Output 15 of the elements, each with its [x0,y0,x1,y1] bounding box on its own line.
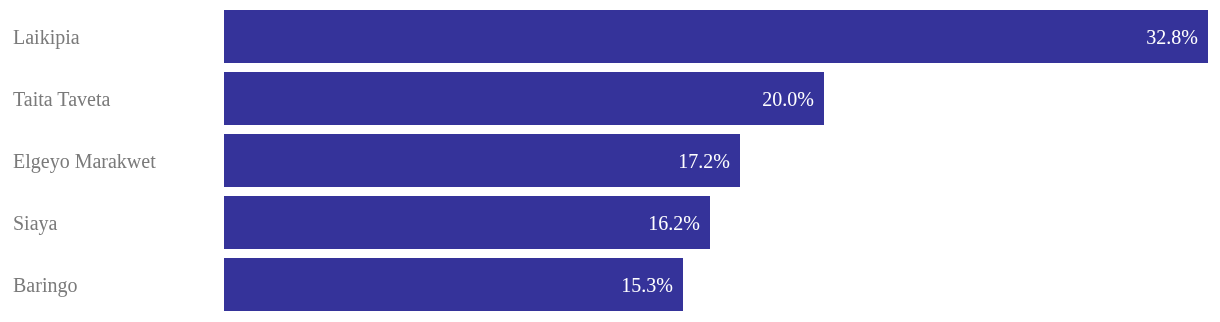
data-label: 32.8% [1146,25,1198,48]
bar [224,10,1208,63]
data-label: 20.0% [762,87,814,110]
bar [224,258,683,311]
y-tick-label: Laikipia [13,25,80,49]
bar [224,134,740,187]
data-label: 16.2% [648,211,700,234]
y-tick-label: Baringo [13,273,78,297]
data-label: 15.3% [621,273,673,296]
bar [224,196,710,249]
y-tick-label: Taita Taveta [13,87,111,110]
y-tick-label: Elgeyo Marakwet [13,149,157,173]
y-tick-label: Siaya [13,211,58,235]
bar [224,72,824,125]
data-label: 17.2% [678,149,730,172]
